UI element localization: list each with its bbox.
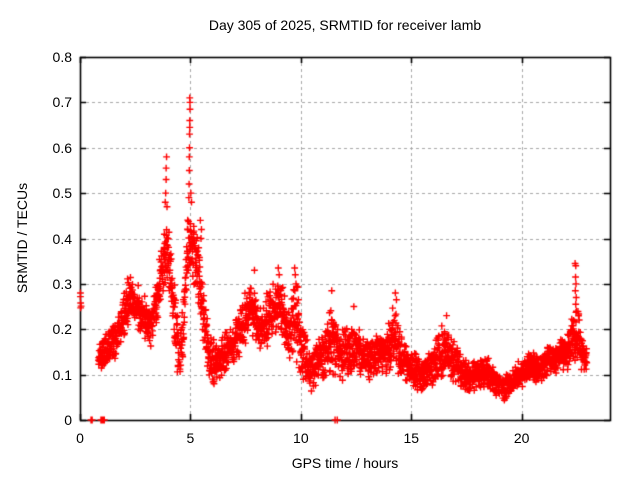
y-tick-label: 0.5 [52,185,72,202]
y-tick-label: 0.4 [52,230,72,247]
x-tick-label: 10 [293,430,309,446]
y-tick-label: 0.7 [52,94,72,111]
y-tick-label: 0.1 [52,366,72,383]
y-tick-label: 0 [64,412,72,428]
y-tick-label: 0.8 [52,49,72,65]
x-tick-label: 5 [186,430,195,446]
y-tick-label: 0.6 [52,139,72,156]
x-tick-label: 0 [76,430,84,446]
y-tick-label: 0.3 [52,275,72,292]
x-axis-label: GPS time / hours [291,455,399,471]
y-tick-label: 0.2 [52,321,72,338]
x-tick-label: 15 [403,430,420,446]
x-tick-label: 20 [513,430,530,446]
chart-title: Day 305 of 2025, SRMTID for receiver lam… [208,17,482,33]
